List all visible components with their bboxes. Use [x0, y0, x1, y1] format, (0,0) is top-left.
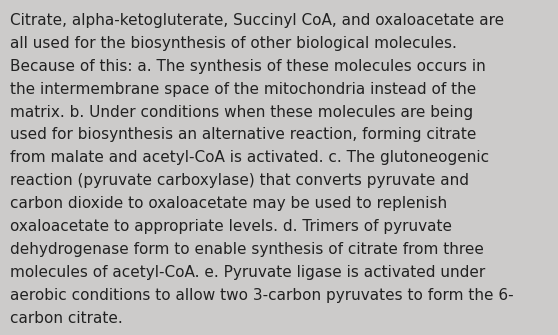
Text: from malate and acetyl-CoA is activated. c. The glutoneogenic: from malate and acetyl-CoA is activated.…	[10, 150, 489, 165]
Text: the intermembrane space of the mitochondria instead of the: the intermembrane space of the mitochond…	[10, 82, 477, 96]
Text: Citrate, alpha-ketogluterate, Succinyl CoA, and oxaloacetate are: Citrate, alpha-ketogluterate, Succinyl C…	[10, 13, 504, 28]
Text: Because of this: a. The synthesis of these molecules occurs in: Because of this: a. The synthesis of the…	[10, 59, 486, 74]
Text: dehydrogenase form to enable synthesis of citrate from three: dehydrogenase form to enable synthesis o…	[10, 242, 484, 257]
Text: aerobic conditions to allow two 3-carbon pyruvates to form the 6-: aerobic conditions to allow two 3-carbon…	[10, 288, 514, 303]
Text: used for biosynthesis an alternative reaction, forming citrate: used for biosynthesis an alternative rea…	[10, 128, 477, 142]
Text: carbon dioxide to oxaloacetate may be used to replenish: carbon dioxide to oxaloacetate may be us…	[10, 196, 447, 211]
Text: oxaloacetate to appropriate levels. d. Trimers of pyruvate: oxaloacetate to appropriate levels. d. T…	[10, 219, 452, 234]
Text: matrix. b. Under conditions when these molecules are being: matrix. b. Under conditions when these m…	[10, 105, 473, 120]
Text: reaction (pyruvate carboxylase) that converts pyruvate and: reaction (pyruvate carboxylase) that con…	[10, 174, 469, 188]
Text: all used for the biosynthesis of other biological molecules.: all used for the biosynthesis of other b…	[10, 36, 457, 51]
Text: carbon citrate.: carbon citrate.	[10, 311, 123, 326]
Text: molecules of acetyl-CoA. e. Pyruvate ligase is activated under: molecules of acetyl-CoA. e. Pyruvate lig…	[10, 265, 485, 280]
